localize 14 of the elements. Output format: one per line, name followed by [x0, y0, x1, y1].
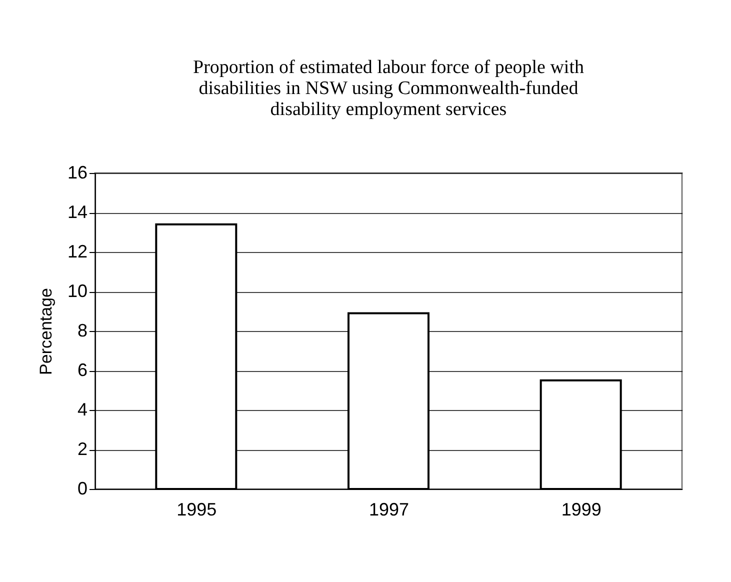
y-tick-label: 4 — [77, 400, 88, 420]
y-tick-label: 12 — [67, 242, 88, 262]
y-axis-title: Percentage — [36, 288, 56, 375]
x-tick-label: 1999 — [561, 500, 602, 520]
y-tick-label: 2 — [77, 439, 88, 459]
y-tick-label: 0 — [77, 478, 88, 498]
x-tick-label: 1995 — [176, 500, 217, 520]
y-tick-label: 16 — [67, 162, 88, 182]
y-tick-label: 14 — [67, 202, 88, 222]
y-tick-label: 10 — [67, 281, 88, 301]
y-tick-label: 6 — [77, 360, 88, 380]
y-tick-label: 8 — [77, 320, 88, 340]
chart-title: Proportion of estimated labour force of people with disabilities in NSW using Commonwealth-funded disability employment services — [193, 57, 584, 120]
x-tick-label: 1997 — [368, 500, 410, 520]
